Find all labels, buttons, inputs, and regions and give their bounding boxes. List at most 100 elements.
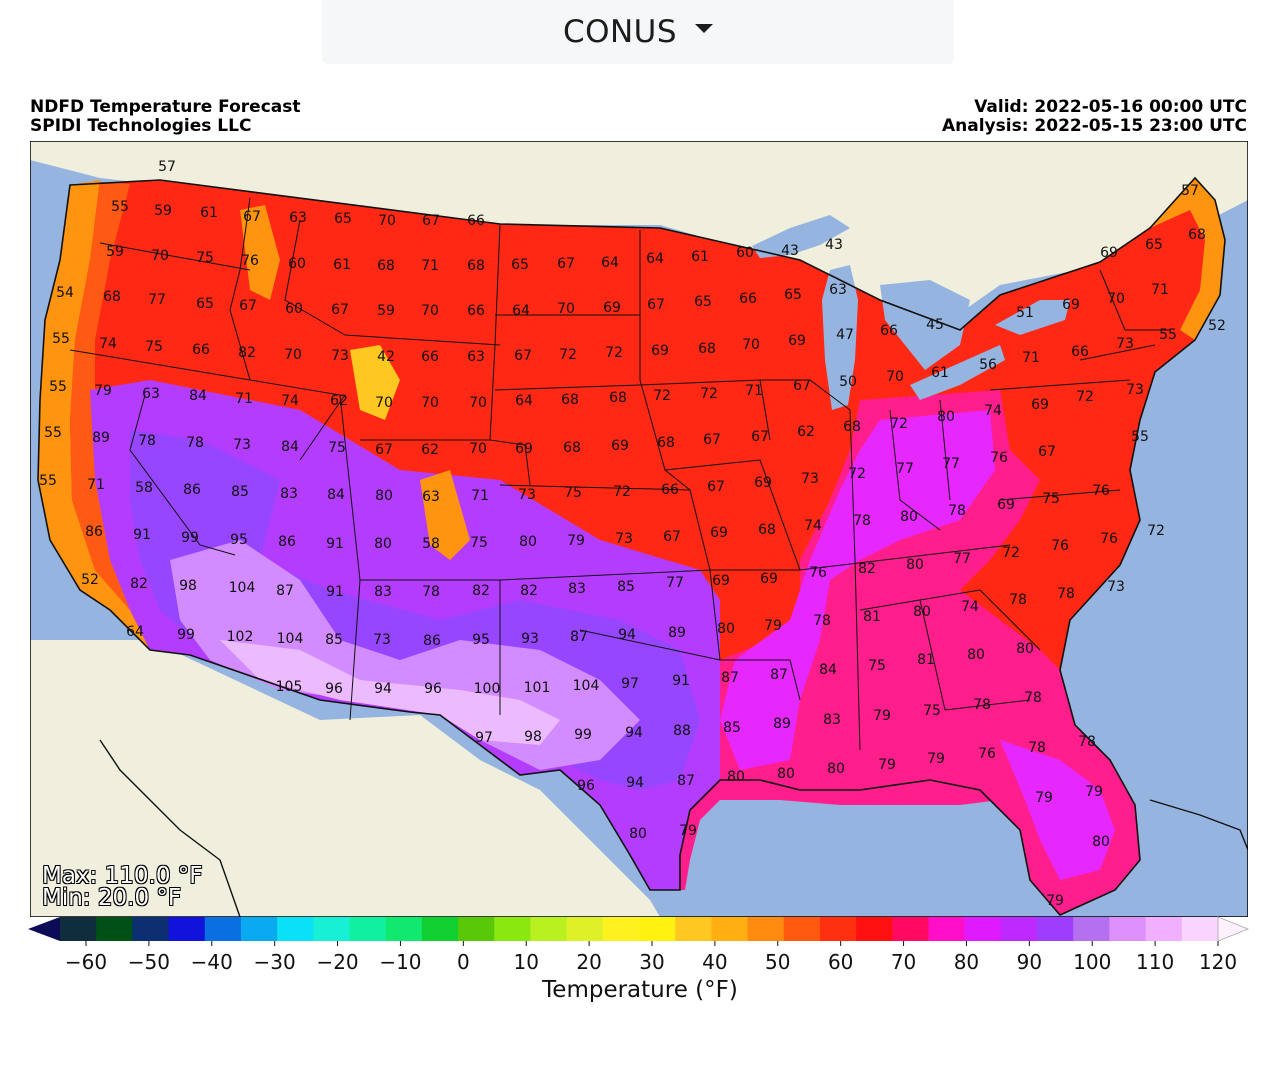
temp-label: 87 [721,670,739,686]
temp-label: 71 [745,383,763,399]
temp-label: 72 [613,484,631,500]
temp-label: 61 [691,249,709,265]
temp-label: 51 [1016,305,1034,321]
temp-label: 94 [626,775,644,791]
temp-label: 80 [906,557,924,573]
colorbar-tick-label: 30 [639,950,664,974]
temp-label: 80 [727,769,745,785]
temp-label: 72 [1147,523,1165,539]
temp-label: 69 [603,300,621,316]
us-border [37,176,1226,916]
canada-land [30,141,1248,320]
temp-label: 69 [515,441,533,457]
region-selector[interactable]: CONUS [322,0,954,64]
temp-label: 60 [285,301,303,317]
temp-label: 67 [422,213,440,229]
colorbar-tick-label: 10 [513,950,538,974]
temp-label: 55 [39,473,57,489]
colorbar-segment [1145,917,1183,941]
baja-coast [99,739,241,917]
temp-label: 79 [1085,784,1103,800]
temp-label: 77 [953,551,971,567]
temp-label: 62 [330,393,348,409]
temp-label: 67 [514,348,532,364]
temp-label: 70 [1107,291,1125,307]
temp-label: 61 [931,365,949,381]
temp-label: 86 [85,524,103,540]
temp-label: 71 [1022,350,1040,366]
temp-label: 67 [557,256,575,272]
temp-label: 79 [873,708,891,724]
temp-label: 76 [809,565,827,581]
colorbar-tick-label: 90 [1017,950,1042,974]
temp-label: 66 [1071,344,1089,360]
temp-label: 68 [561,392,579,408]
stats-box: Max: 110.0 °F Min: 20.0 °F [42,865,203,911]
temp-label: 79 [94,383,112,399]
temp-label: 91 [672,673,690,689]
temp-label: 71 [235,391,253,407]
temp-label: 68 [563,440,581,456]
temp-label: 80 [1016,641,1034,657]
temp-label: 70 [469,395,487,411]
temp-label: 55 [52,331,70,347]
temp-label: 99 [181,530,199,546]
temperature-map[interactable]: 57 55 59 61 67 63 65 70 67 66 59 70 75 76 60 61 68 71 68 65… [30,141,1248,917]
valid-time: Valid: 2022-05-16 00:00 UTC [974,97,1247,117]
colorbar-segment [819,917,857,941]
temp-label: 73 [373,632,391,648]
temp-label: 79 [764,618,782,634]
temp-label: 71 [421,258,439,274]
temp-label: 69 [611,438,629,454]
temp-label: 67 [707,479,725,495]
temp-label: 74 [281,393,299,409]
map-title: NDFD Temperature Forecast [30,97,301,117]
colorbar-tick-label: −40 [191,950,233,974]
temp-label: 63 [289,210,307,226]
temp-label: 85 [231,484,249,500]
caribbean-water [1150,800,1248,917]
temp-label: 67 [647,297,665,313]
temp-label: 105 [276,679,303,695]
temp-label: 64 [515,393,533,409]
temp-label: 42 [377,349,395,365]
temp-label: 78 [422,584,440,600]
temp-label: 57 [1181,183,1199,199]
temp-label: 72 [1002,545,1020,561]
temp-label: 82 [238,345,256,361]
temp-label: 72 [605,345,623,361]
temp-label: 101 [524,680,551,696]
map-producer: SPIDI Technologies LLC [30,116,252,136]
temp-label: 63 [829,282,847,298]
temp-label: 87 [276,583,294,599]
temp-label: 88 [673,723,691,739]
temp-label: 72 [890,416,908,432]
temp-label: 68 [103,289,121,305]
stats-min: Min: 20.0 °F [42,885,182,911]
temp-label: 67 [243,209,261,225]
temp-label: 73 [518,487,536,503]
temp-label: 91 [133,527,151,543]
colorbar-segment [639,917,676,941]
temp-label: 94 [618,627,636,643]
temp-label: 75 [868,658,886,674]
temp-label: 83 [374,584,392,600]
temp-label: 80 [717,621,735,637]
colorbar-segment [421,917,459,941]
temp-label: 52 [81,572,99,588]
temp-band-105 [220,640,560,745]
temp-label: 61 [333,257,351,273]
temp-label: 63 [142,386,160,402]
map-header-left: NDFD Temperature Forecast SPIDI Technolo… [30,98,301,136]
temp-label: 77 [896,461,914,477]
temp-label: 80 [374,536,392,552]
colorbar-segment [566,917,604,941]
colorbar-segment [783,917,821,941]
colorbar-tick-label: 60 [828,950,853,974]
temp-label: 59 [106,244,124,260]
temp-label: 84 [189,388,207,404]
temp-label: 59 [377,303,395,319]
temp-label: 73 [331,348,349,364]
temp-label: 68 [1188,227,1206,243]
lake-michigan [822,265,858,410]
